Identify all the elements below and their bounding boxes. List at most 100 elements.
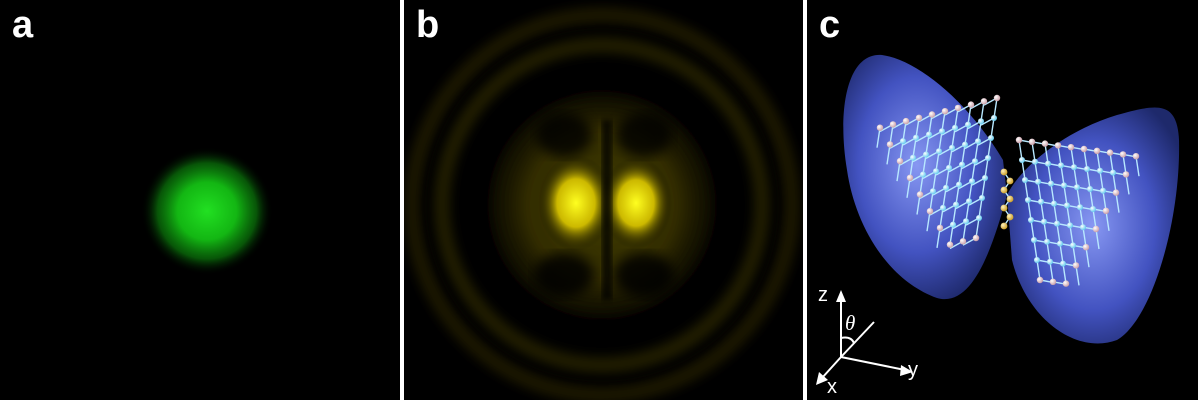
bond	[936, 227, 941, 249]
hydrogen-atom	[1080, 145, 1088, 153]
bond	[1018, 139, 1023, 161]
gold-atom	[1000, 186, 1008, 194]
hydrogen-atom	[1041, 140, 1049, 147]
hydrogen-atom	[1092, 225, 1100, 233]
panel-b: b	[404, 0, 803, 400]
bond	[1036, 259, 1041, 281]
carbon-atom	[936, 148, 942, 155]
panel-label-c: c	[819, 4, 841, 46]
bond	[912, 137, 917, 158]
carbon-atom	[956, 181, 962, 188]
bond	[928, 114, 933, 135]
carbon-atom	[930, 188, 936, 195]
hydrogen-atom	[1132, 153, 1140, 160]
panel-label-b: b	[416, 4, 440, 46]
hydrogen-atom	[1062, 280, 1070, 287]
hydrogen-atom	[946, 241, 954, 248]
bond	[951, 127, 956, 149]
bond	[1082, 227, 1087, 248]
bond	[1073, 167, 1078, 188]
bond	[1049, 261, 1054, 282]
carbon-atom	[1087, 186, 1093, 192]
green-spot	[141, 147, 273, 275]
bond	[1057, 145, 1062, 166]
carbon-atom	[1054, 220, 1060, 227]
right-lobe	[1007, 107, 1180, 344]
carbon-atom	[1090, 206, 1096, 212]
carbon-atom	[959, 161, 965, 168]
carbon-atom	[1110, 169, 1116, 176]
bond	[906, 177, 911, 198]
hydrogen-atom	[886, 141, 894, 148]
carbon-atom	[1032, 158, 1038, 165]
carbon-atom	[966, 198, 972, 205]
panel-c: z y x θ c	[807, 0, 1198, 400]
hydrogen-atom	[915, 114, 923, 122]
bond	[984, 157, 989, 179]
bond	[938, 131, 943, 152]
bond	[962, 221, 967, 242]
bond	[987, 137, 992, 159]
carbon-atom	[1048, 180, 1054, 187]
bond	[948, 147, 953, 169]
bond	[993, 97, 998, 119]
bond	[889, 124, 894, 145]
carbon-atom	[1058, 162, 1064, 169]
bond	[916, 194, 921, 215]
yellow-pattern-image	[405, 8, 799, 400]
hydrogen-atom	[1106, 149, 1114, 156]
bond	[1021, 159, 1026, 181]
bond	[1095, 228, 1100, 250]
molecular-lattice	[876, 94, 1140, 287]
bond	[896, 160, 901, 182]
hydrogen-atom	[906, 174, 914, 181]
carbon-atom	[1047, 258, 1053, 265]
carbon-atom	[1045, 160, 1051, 167]
bond	[1046, 241, 1051, 262]
bond	[958, 164, 963, 185]
carbon-atom	[1064, 202, 1070, 209]
bond	[1122, 154, 1127, 175]
carbon-atom	[982, 175, 988, 181]
hydrogen-atom	[926, 208, 934, 215]
bond	[939, 207, 944, 229]
gold-atom	[1000, 204, 1008, 212]
carbon-atom	[1100, 187, 1106, 194]
gold-atom	[1000, 222, 1008, 230]
bond	[886, 144, 891, 165]
bond	[926, 211, 931, 232]
bond	[955, 184, 960, 205]
hydrogen-atom	[1072, 262, 1080, 269]
carbon-atom	[1097, 167, 1103, 174]
carbon-atom	[963, 218, 969, 225]
carbon-atom	[1041, 218, 1047, 225]
gold-atom	[1006, 195, 1014, 203]
hydrogen-atom	[876, 124, 884, 131]
bond	[1135, 156, 1140, 177]
carbon-atom	[1028, 217, 1034, 223]
bond	[977, 121, 982, 142]
bond	[1086, 168, 1091, 190]
x-axis-label: x	[827, 376, 837, 398]
hydrogen-atom	[980, 98, 988, 105]
carbon-atom	[1061, 182, 1067, 189]
bond	[941, 111, 946, 132]
carbon-atom	[1025, 197, 1031, 203]
bond	[1105, 210, 1110, 231]
bond	[1043, 221, 1048, 242]
hydrogen-atom	[1102, 207, 1110, 214]
bond	[1125, 174, 1130, 195]
gold-atom	[1000, 168, 1008, 176]
hydrogen-atom	[1028, 138, 1036, 145]
carbon-atom	[926, 131, 932, 138]
hydrogen-atom	[936, 224, 944, 232]
hydrogen-atom	[889, 121, 897, 128]
carbon-atom	[978, 118, 984, 125]
bond	[968, 181, 973, 202]
hydrogen-atom	[916, 191, 924, 198]
bond	[954, 107, 959, 129]
bond	[922, 154, 927, 175]
bond	[1085, 247, 1090, 268]
bond	[971, 161, 976, 182]
carbon-atom	[976, 215, 982, 221]
